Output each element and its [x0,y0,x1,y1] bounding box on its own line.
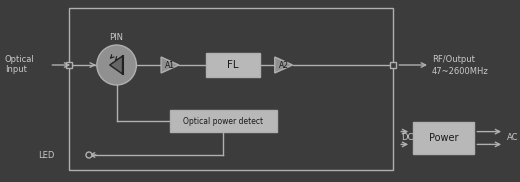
Text: PIN: PIN [110,33,124,42]
Bar [69,8,393,170]
Text: LED: LED [38,151,55,159]
Bar [413,122,474,154]
Text: A2: A2 [279,60,289,70]
Bar [66,62,72,68]
Bar [170,110,277,132]
Text: Power: Power [429,133,459,143]
Text: FL: FL [227,60,239,70]
Text: DC: DC [401,134,413,143]
Text: RF/Output: RF/Output [432,54,475,64]
Text: A1: A1 [165,60,175,70]
Text: 47~2600MHz: 47~2600MHz [432,66,489,76]
Bar [391,62,396,68]
Text: Input: Input [5,66,27,74]
Circle shape [86,152,92,158]
Polygon shape [161,57,179,73]
Polygon shape [275,57,293,73]
Text: AC: AC [507,134,518,143]
Text: Optical: Optical [5,54,35,64]
Bar [205,53,260,77]
Circle shape [97,45,136,85]
Text: Optical power detect: Optical power detect [183,116,264,126]
Polygon shape [110,56,123,74]
